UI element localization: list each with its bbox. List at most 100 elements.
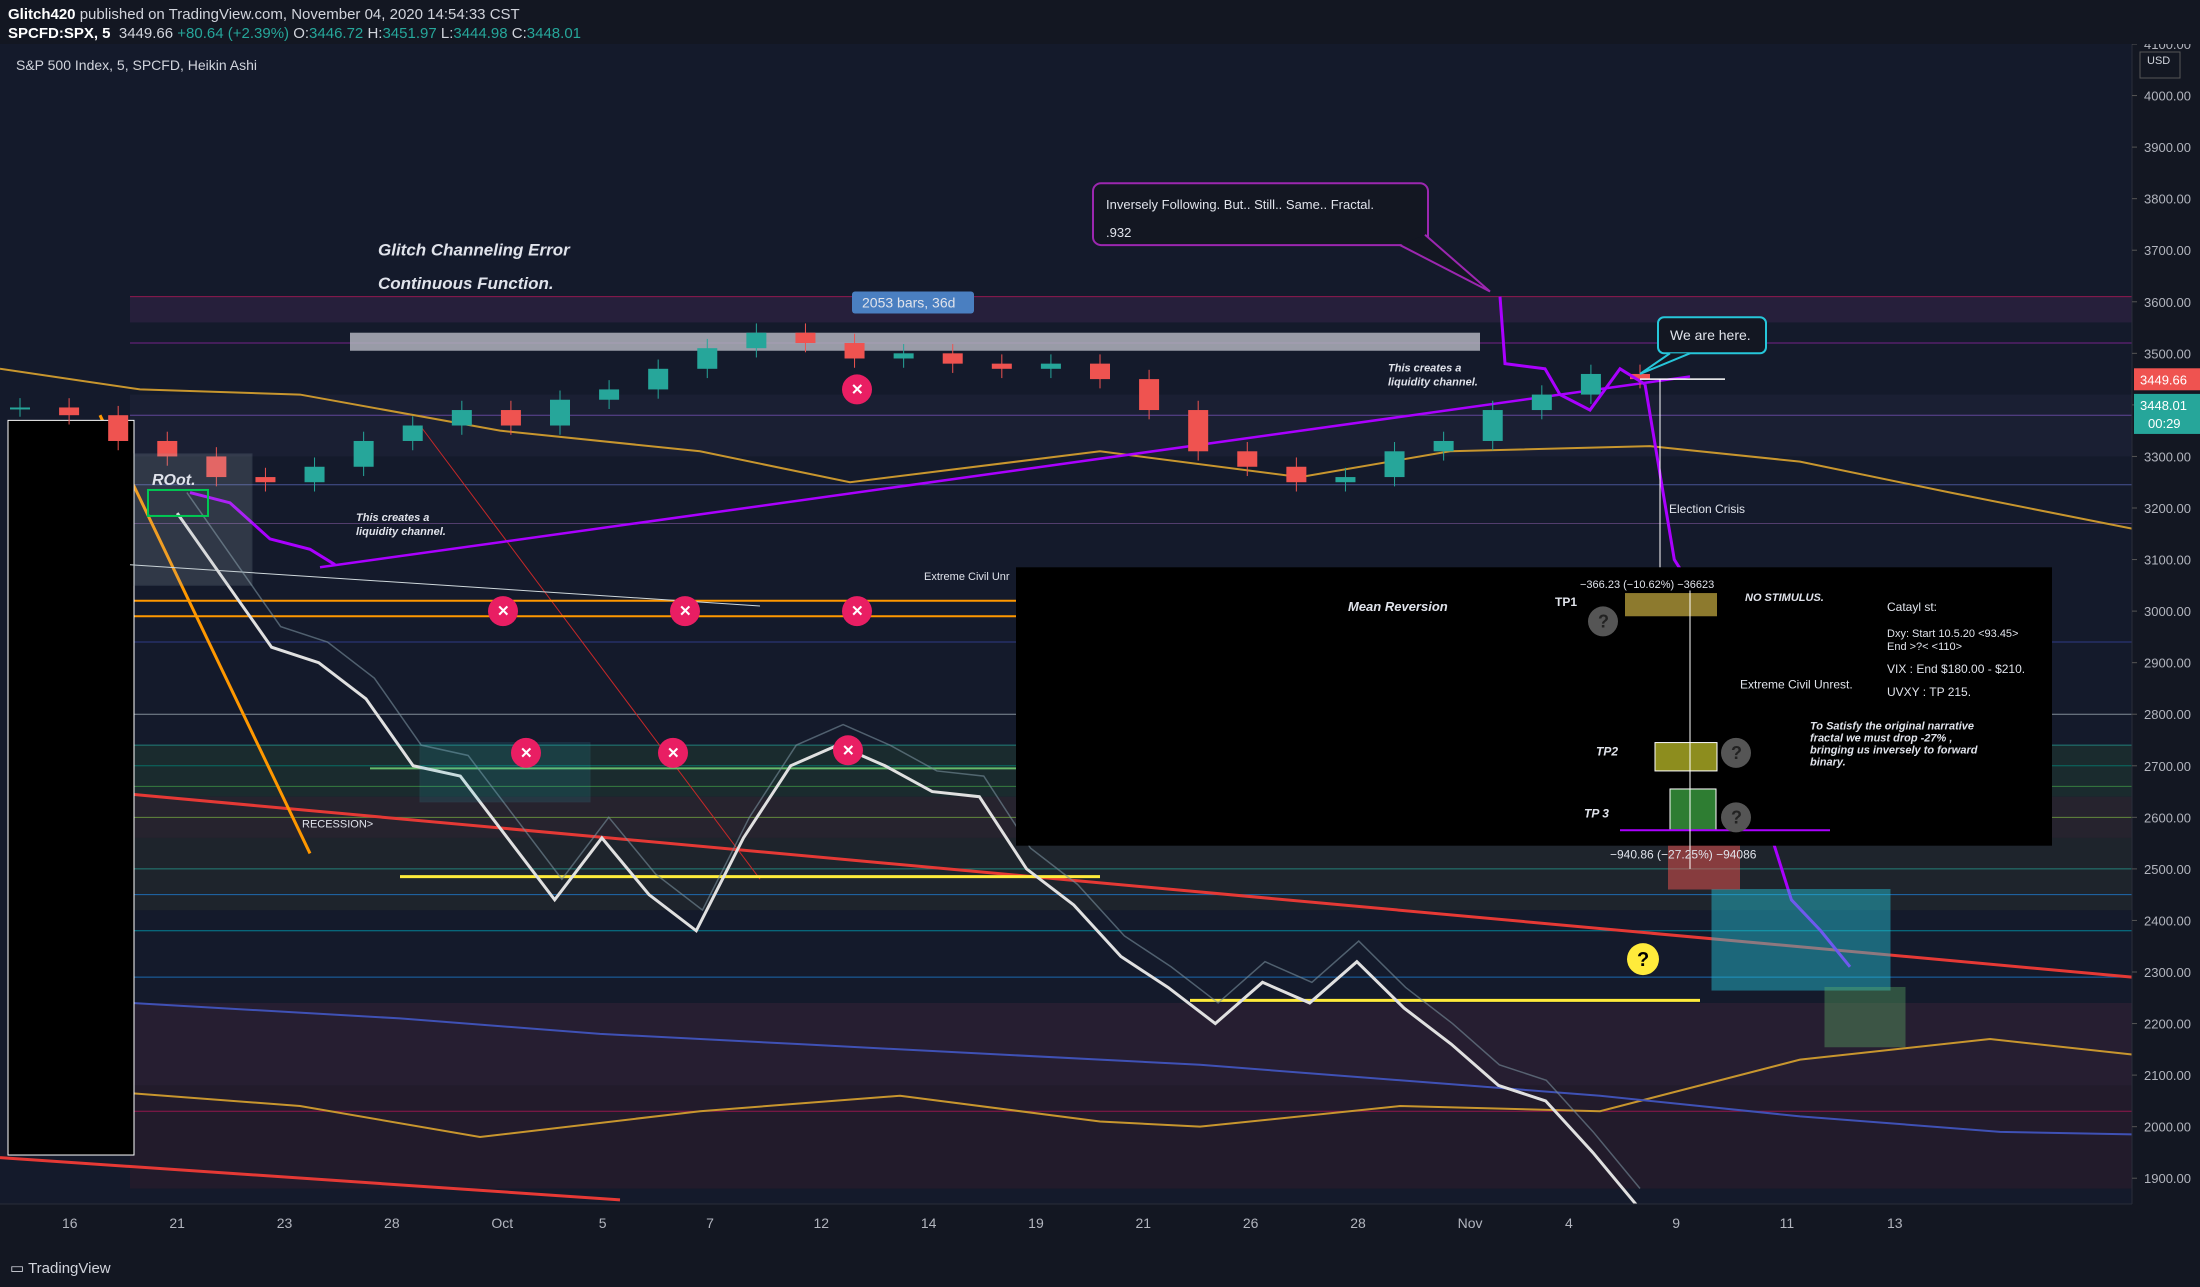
- question-glyph: ?: [1731, 807, 1742, 827]
- candle: [157, 440, 178, 457]
- callout-text: .932: [1106, 225, 1131, 240]
- candle: [451, 410, 472, 426]
- candle: [1482, 410, 1503, 441]
- candle: [1630, 373, 1650, 380]
- candle: [599, 389, 620, 400]
- x-tick-label: 28: [1350, 1215, 1366, 1231]
- candle: [500, 410, 521, 426]
- x-marker-icon: [842, 596, 872, 627]
- callout-pointer: [1399, 234, 1491, 293]
- x-tick-label: 9: [1672, 1215, 1680, 1231]
- candle: [795, 332, 816, 344]
- x-tick-label: 21: [169, 1215, 185, 1231]
- y-tick-label: 2500.00: [2144, 862, 2191, 877]
- target-box: [1824, 986, 1906, 1048]
- candle: [1335, 477, 1356, 483]
- candle: [1286, 466, 1307, 483]
- tp1-box: [1625, 593, 1717, 617]
- y-tick-label: 2300.00: [2144, 965, 2191, 980]
- x-tick-label: 16: [62, 1215, 78, 1231]
- channel-line: [129, 564, 761, 607]
- moving-average-line: [0, 367, 2133, 530]
- brand-text: TradingView: [28, 1260, 111, 1277]
- x-marker-glyph: ✕: [520, 745, 533, 762]
- close-value: 3448.01: [526, 25, 582, 42]
- low-label: L:: [440, 25, 454, 42]
- we-are-here-text: We are here.: [1670, 327, 1751, 343]
- chart-canvas[interactable]: ✕ ✕ ✕ ✕ ✕ ✕ ✕???? Glitch Channeling Error Contin…: [0, 44, 2200, 1247]
- x-marker-icon: [488, 596, 518, 627]
- tp1-measure: −366.23 (−10.62%) −36623: [1580, 579, 1714, 591]
- candle: [1580, 373, 1601, 395]
- catalyst-line: Dxy: Start 10.5.20 <93.45>: [1887, 628, 2018, 640]
- y-tick-label: 3900.00: [2144, 140, 2191, 155]
- zone-box: [419, 742, 591, 803]
- last-price: 3449.66: [118, 25, 174, 42]
- x-marker-icon: [658, 737, 688, 768]
- candle: [648, 368, 669, 390]
- glitch-subtitle: Continuous Function.: [378, 274, 554, 293]
- tp2-box: [1654, 742, 1718, 772]
- y-tick-label: 4000.00: [2144, 89, 2191, 104]
- author[interactable]: Glitch420: [8, 6, 76, 23]
- candle: [550, 399, 570, 426]
- x-marker-glyph: ✕: [497, 603, 510, 620]
- we-are-here-pointer: [1639, 352, 1691, 375]
- candle: [59, 407, 80, 416]
- moving-average-line: [129, 1001, 2133, 1136]
- candle: [1188, 410, 1209, 452]
- bars-badge: [852, 291, 974, 314]
- candle: [1384, 451, 1405, 478]
- x-tick-label: 13: [1887, 1215, 1903, 1231]
- x-tick-label: 11: [1780, 1215, 1795, 1231]
- y-tick-label: 3800.00: [2144, 192, 2191, 207]
- candle: [10, 407, 30, 410]
- current-price-label: 3449.66: [2140, 372, 2187, 387]
- x-marker-glyph: ✕: [851, 603, 864, 620]
- x-tick-label: 14: [921, 1215, 937, 1231]
- trendline: [0, 1156, 621, 1202]
- price-axis: [2132, 44, 2200, 1204]
- x-tick-label: 28: [384, 1215, 400, 1231]
- publish-line: Glitch420 published on TradingView.com, …: [8, 6, 520, 23]
- tradingview-logo[interactable]: ▭ TradingView: [10, 1259, 111, 1277]
- liquidity-note: This creates a liquidity channel.: [1388, 362, 1478, 388]
- symbol[interactable]: SPCFD:SPX, 5: [8, 25, 111, 42]
- tp1-label: TP1: [1555, 595, 1577, 609]
- y-tick-label: 2400.00: [2144, 913, 2191, 928]
- y-tick-label: 2600.00: [2144, 810, 2191, 825]
- currency-label: USD: [2147, 55, 2170, 67]
- zone-band: [130, 837, 2132, 911]
- x-tick-label: 4: [1565, 1215, 1573, 1231]
- x-tick-label: Oct: [491, 1215, 513, 1231]
- x-tick-label: 12: [813, 1215, 829, 1231]
- candle: [991, 363, 1012, 369]
- question-icon: [1627, 943, 1659, 976]
- x-marker-icon: [670, 596, 700, 627]
- liquidity-note: This creates a liquidity channel.: [356, 512, 446, 538]
- x-tick-label: Nov: [1458, 1215, 1483, 1231]
- candle: [255, 477, 276, 483]
- current-price-tag: [2134, 368, 2200, 391]
- y-tick-label: 3200.00: [2144, 501, 2191, 516]
- purple-move-line: [1498, 296, 1646, 412]
- root-box: [133, 453, 253, 586]
- question-glyph: ?: [1637, 949, 1649, 971]
- target-box: [1711, 889, 1891, 991]
- y-tick-label: 1900.00: [2144, 1171, 2191, 1186]
- bars-badge-text: 2053 bars, 36d: [862, 294, 955, 310]
- y-tick-label: 2200.00: [2144, 1017, 2191, 1032]
- y-tick-label: 2900.00: [2144, 656, 2191, 671]
- candle: [206, 456, 227, 478]
- open-label: O:: [293, 25, 310, 42]
- x-marker-glyph: ✕: [842, 742, 855, 759]
- candle: [1237, 451, 1258, 467]
- trendline: [129, 792, 2133, 979]
- callout-text: Inversely Following. But.. Still.. Same.…: [1106, 197, 1374, 212]
- y-tick-label: 3500.00: [2144, 346, 2191, 361]
- candle: [844, 343, 865, 359]
- ohlc-line: SPCFD:SPX, 5 3449.66 +80.64 (+2.39%) O:3…: [8, 25, 581, 42]
- y-tick-label: 3700.00: [2144, 243, 2191, 258]
- open-value: 3446.72: [309, 25, 364, 42]
- candle: [746, 332, 767, 349]
